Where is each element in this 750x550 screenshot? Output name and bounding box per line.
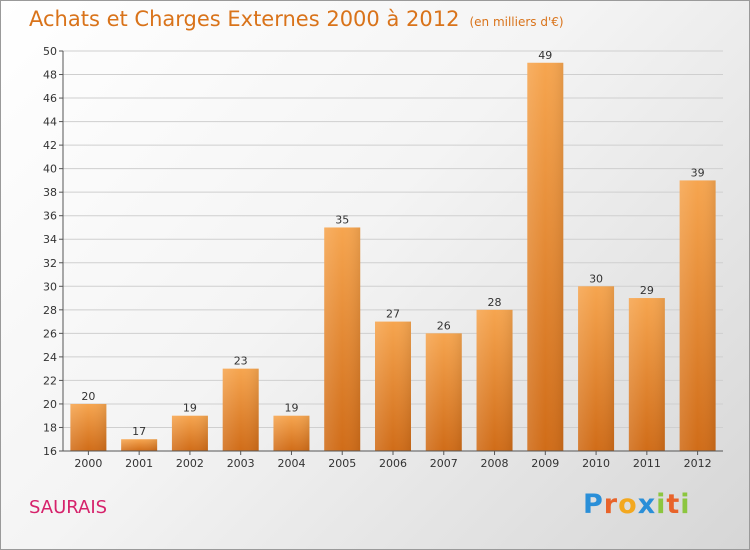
- logo-letter: t: [666, 489, 681, 520]
- proxiti-logo: Proxiti: [583, 489, 691, 520]
- y-tick-label: 34: [43, 233, 57, 246]
- data-label: 20: [81, 390, 95, 403]
- logo-letter: x: [637, 489, 657, 520]
- data-label: 30: [589, 272, 603, 285]
- bar-shine: [425, 333, 462, 451]
- bar-shine: [70, 403, 107, 451]
- x-tick-label: 2012: [684, 457, 712, 470]
- data-label: 28: [488, 296, 502, 309]
- x-tick-label: 2004: [277, 457, 305, 470]
- data-label: 19: [183, 402, 197, 415]
- data-label: 29: [640, 284, 654, 297]
- x-tick-label: 2010: [582, 457, 610, 470]
- title-block: Achats et Charges Externes 2000 à 2012 (e…: [29, 7, 564, 31]
- bar-shine: [628, 298, 665, 451]
- y-tick-label: 18: [43, 421, 57, 434]
- x-tick-label: 2009: [531, 457, 559, 470]
- bar-shine: [578, 286, 615, 451]
- y-tick-label: 44: [43, 116, 57, 129]
- x-tick-label: 2003: [227, 457, 255, 470]
- y-tick-label: 24: [43, 351, 57, 364]
- logo-letter: i: [680, 489, 691, 520]
- y-tick-label: 20: [43, 398, 57, 411]
- y-tick-label: 26: [43, 327, 57, 340]
- data-label: 39: [691, 166, 705, 179]
- x-tick-label: 2007: [430, 457, 458, 470]
- bar-shine: [222, 368, 259, 451]
- bar-shine: [273, 415, 310, 451]
- x-tick-label: 2002: [176, 457, 204, 470]
- logo-letter: i: [656, 489, 667, 520]
- y-tick-label: 40: [43, 163, 57, 176]
- x-tick-label: 2011: [633, 457, 661, 470]
- x-tick-label: 2001: [125, 457, 153, 470]
- y-tick-label: 46: [43, 92, 57, 105]
- y-tick-label: 48: [43, 69, 57, 82]
- x-tick-label: 2000: [74, 457, 102, 470]
- chart-title: Achats et Charges Externes 2000 à 2012: [29, 7, 460, 31]
- logo-letter: o: [618, 489, 638, 520]
- data-label: 27: [386, 308, 400, 321]
- bar-shine: [679, 180, 716, 452]
- data-label: 26: [437, 319, 451, 332]
- bar-shine: [121, 439, 158, 451]
- bar-shine: [527, 62, 564, 451]
- data-label: 35: [335, 213, 349, 226]
- x-axis-ticks: 2000 2001 2002 2003 2004 2005 2006 2007 2008 2009…: [74, 451, 712, 470]
- x-tick-label: 2008: [481, 457, 509, 470]
- x-tick-label: 2006: [379, 457, 407, 470]
- y-axis-ticks: 16 18 20 22 24 26 28 30 32 34 36 38 40 42 44 46 48 50: [43, 45, 63, 458]
- y-tick-label: 32: [43, 257, 57, 270]
- bar-shine: [171, 415, 208, 451]
- data-label: 17: [132, 425, 146, 438]
- logo-letter: r: [603, 489, 619, 520]
- x-tick-label: 2005: [328, 457, 356, 470]
- bar-shine: [324, 227, 361, 451]
- y-tick-label: 50: [43, 45, 57, 58]
- y-tick-label: 30: [43, 280, 57, 293]
- data-label: 19: [284, 402, 298, 415]
- chart-subtitle: (en milliers d'€): [469, 15, 564, 29]
- data-label: 49: [538, 49, 552, 62]
- bars: 20 17 19 23 19 35 27 26 28 49 30 29 39: [70, 49, 716, 452]
- y-tick-label: 16: [43, 445, 57, 458]
- logo-letter: P: [583, 489, 604, 520]
- y-tick-label: 28: [43, 304, 57, 317]
- y-tick-label: 22: [43, 374, 57, 387]
- y-tick-label: 36: [43, 210, 57, 223]
- data-label: 23: [234, 355, 248, 368]
- y-tick-label: 42: [43, 139, 57, 152]
- bar-shine: [375, 321, 411, 451]
- commune-name: SAURAIS: [29, 497, 108, 518]
- bar-shine: [476, 309, 513, 451]
- y-tick-label: 38: [43, 186, 57, 199]
